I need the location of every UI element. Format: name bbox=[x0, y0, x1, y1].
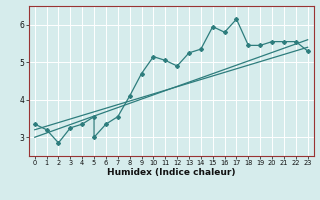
X-axis label: Humidex (Indice chaleur): Humidex (Indice chaleur) bbox=[107, 168, 236, 177]
